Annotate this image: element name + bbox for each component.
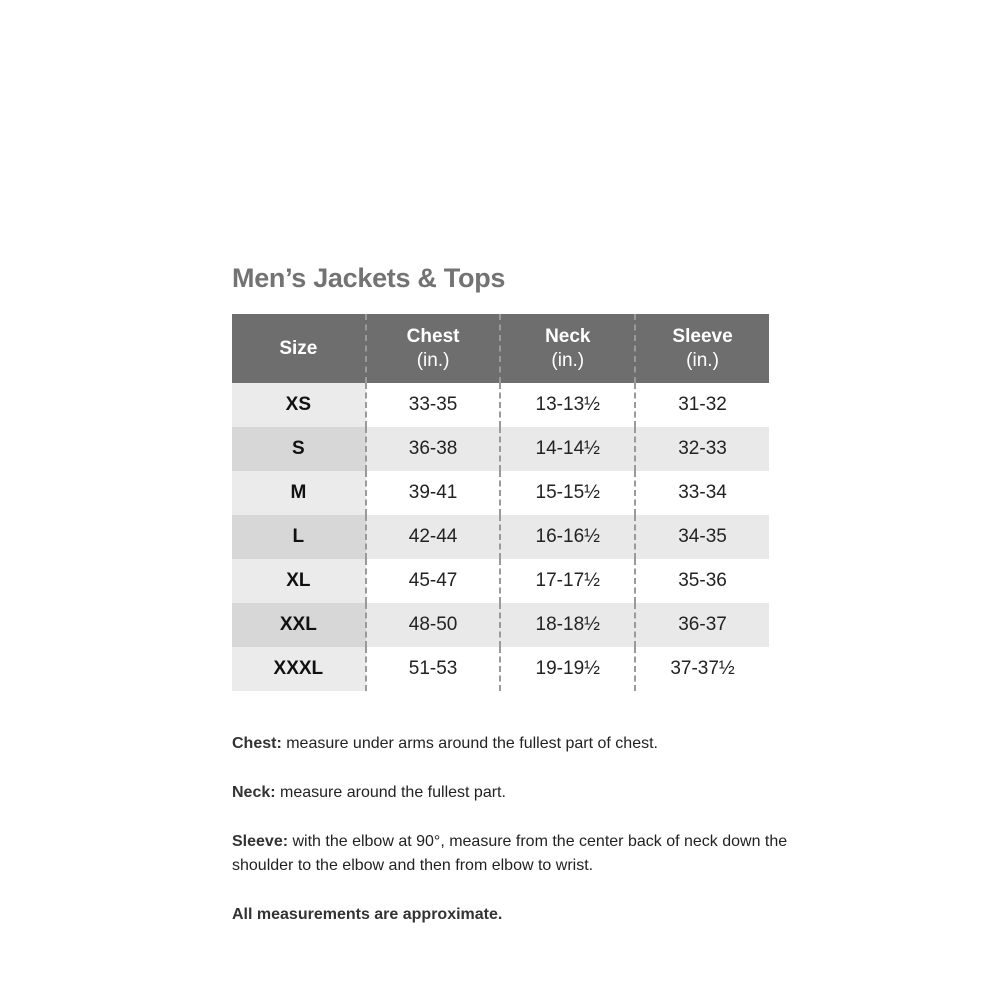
table-header-row: Size Chest (in.) Neck (in.) Sleeve (in.) (232, 314, 769, 383)
table-row: XS 33-35 13-13½ 31-32 (232, 383, 769, 427)
cell-neck: 15-15½ (499, 471, 636, 515)
note-chest: Chest: measure under arms around the ful… (232, 732, 792, 756)
header-sleeve: Sleeve (in.) (634, 314, 769, 383)
cell-neck: 17-17½ (499, 559, 636, 603)
cell-chest: 51-53 (364, 647, 501, 691)
measurement-notes: Chest: measure under arms around the ful… (232, 732, 792, 952)
header-neck: Neck (in.) (499, 314, 636, 383)
cell-sleeve: 31-32 (634, 383, 769, 427)
table-row: XXL 48-50 18-18½ 36-37 (232, 603, 769, 647)
note-term: Neck: (232, 784, 276, 801)
page-title: Men’s Jackets & Tops (232, 263, 506, 293)
header-unit: (in.) (416, 349, 450, 371)
size-chart-table: Size Chest (in.) Neck (in.) Sleeve (in.) XS… (232, 314, 769, 691)
table-row: L 42-44 16-16½ 34-35 (232, 515, 769, 559)
cell-sleeve: 34-35 (634, 515, 769, 559)
header-unit: (in.) (686, 349, 719, 371)
note-term: All measurements are approximate. (232, 906, 503, 923)
cell-sleeve: 35-36 (634, 559, 769, 603)
cell-neck: 18-18½ (499, 603, 636, 647)
cell-chest: 39-41 (364, 471, 501, 515)
header-size: Size (232, 314, 366, 383)
note-approximate: All measurements are approximate. (232, 903, 792, 927)
cell-size: XXXL (232, 647, 366, 691)
cell-chest: 36-38 (364, 427, 501, 471)
note-term: Chest: (232, 735, 282, 752)
cell-sleeve: 32-33 (634, 427, 769, 471)
cell-chest: 33-35 (364, 383, 501, 427)
header-label: Chest (406, 325, 460, 347)
header-unit: (in.) (551, 349, 585, 371)
cell-chest: 42-44 (364, 515, 501, 559)
cell-sleeve: 33-34 (634, 471, 769, 515)
cell-size: XXL (232, 603, 366, 647)
note-term: Sleeve: (232, 833, 289, 850)
cell-sleeve: 36-37 (634, 603, 769, 647)
cell-neck: 19-19½ (499, 647, 636, 691)
note-text: measure under arms around the fullest pa… (281, 735, 658, 752)
cell-chest: 45-47 (364, 559, 501, 603)
note-neck: Neck: measure around the fullest part. (232, 781, 792, 805)
header-label: Sleeve (672, 325, 733, 347)
cell-size: XS (232, 383, 366, 427)
cell-chest: 48-50 (364, 603, 501, 647)
cell-neck: 13-13½ (499, 383, 636, 427)
header-label: Size (279, 337, 318, 359)
cell-neck: 14-14½ (499, 427, 636, 471)
table-row: XL 45-47 17-17½ 35-36 (232, 559, 769, 603)
header-chest: Chest (in.) (364, 314, 501, 383)
table-row: S 36-38 14-14½ 32-33 (232, 427, 769, 471)
cell-neck: 16-16½ (499, 515, 636, 559)
cell-size: M (232, 471, 366, 515)
cell-size: L (232, 515, 366, 559)
note-text: measure around the fullest part. (275, 784, 506, 801)
cell-size: XL (232, 559, 366, 603)
header-label: Neck (545, 325, 591, 347)
note-sleeve: Sleeve: with the elbow at 90°, measure f… (232, 830, 792, 878)
note-text: with the elbow at 90°, measure from the … (232, 833, 788, 874)
table-row: M 39-41 15-15½ 33-34 (232, 471, 769, 515)
table-row: XXXL 51-53 19-19½ 37-37½ (232, 647, 769, 691)
cell-size: S (232, 427, 366, 471)
cell-sleeve: 37-37½ (634, 647, 769, 691)
